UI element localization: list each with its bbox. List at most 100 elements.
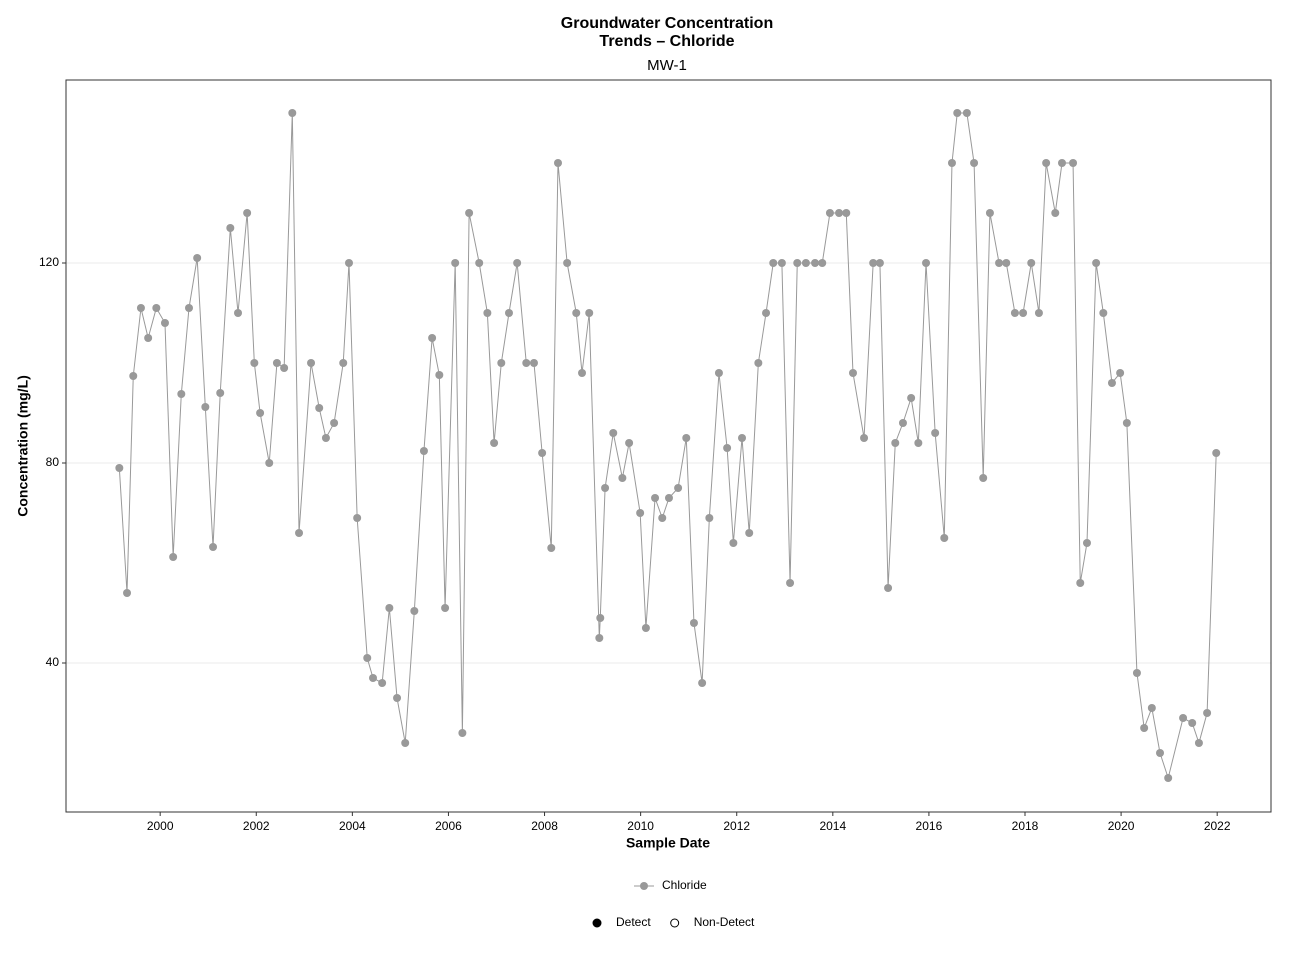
data-point: [321, 434, 330, 442]
data-point: [1002, 259, 1011, 267]
y-tick-label: 120: [39, 255, 59, 269]
data-point: [1212, 449, 1221, 457]
data-point: [947, 159, 956, 167]
data-point: [378, 679, 387, 687]
data-point: [786, 579, 795, 587]
data-point: [1019, 309, 1028, 317]
data-point: [1188, 719, 1197, 727]
data-point: [1147, 704, 1156, 712]
data-point: [825, 209, 834, 217]
data-point: [504, 309, 513, 317]
data-point: [636, 509, 645, 517]
data-point: [875, 259, 884, 267]
data-point: [754, 359, 763, 367]
legend-marker: [670, 918, 680, 928]
data-point: [538, 449, 547, 457]
data-point: [674, 484, 683, 492]
x-tick-label: 2014: [819, 819, 846, 833]
data-point: [295, 529, 304, 537]
data-point: [419, 447, 428, 455]
data-point: [272, 359, 281, 367]
data-point: [339, 359, 348, 367]
data-point: [234, 309, 243, 317]
data-point: [1140, 724, 1149, 732]
data-point: [664, 494, 673, 502]
x-tick-label: 2020: [1108, 819, 1135, 833]
data-point: [513, 259, 522, 267]
data-point: [860, 434, 869, 442]
data-point: [428, 334, 437, 342]
data-point: [1156, 749, 1165, 757]
data-point: [931, 429, 940, 437]
data-point: [307, 359, 316, 367]
data-point: [1116, 369, 1125, 377]
data-point: [601, 484, 610, 492]
data-point: [940, 534, 949, 542]
data-point: [522, 359, 531, 367]
data-point: [729, 539, 738, 547]
data-point: [596, 614, 605, 622]
x-tick-label: 2012: [723, 819, 750, 833]
data-point: [572, 309, 581, 317]
data-point: [553, 159, 562, 167]
data-point: [1107, 379, 1116, 387]
data-point: [618, 474, 627, 482]
data-point: [441, 604, 450, 612]
data-point: [762, 309, 771, 317]
data-point: [922, 259, 931, 267]
data-point: [226, 224, 235, 232]
legend-label: Chloride: [662, 878, 707, 892]
data-point: [1027, 259, 1036, 267]
data-point: [483, 309, 492, 317]
data-point: [891, 439, 900, 447]
data-point: [209, 543, 218, 551]
y-tick-label: 80: [46, 455, 60, 469]
chart-subtitle: MW-1: [647, 57, 687, 74]
data-point: [385, 604, 394, 612]
x-tick-label: 2006: [435, 819, 462, 833]
data-point: [884, 584, 893, 592]
data-point: [869, 259, 878, 267]
data-point: [265, 459, 274, 467]
data-point: [578, 369, 587, 377]
data-point: [714, 369, 723, 377]
data-point: [1051, 209, 1060, 217]
data-point: [595, 634, 604, 642]
data-point: [651, 494, 660, 502]
data-point: [216, 389, 225, 397]
data-point: [184, 304, 193, 312]
data-point: [1076, 579, 1085, 587]
data-point: [1034, 309, 1043, 317]
legend-marker: [640, 882, 648, 890]
data-point: [995, 259, 1004, 267]
data-point: [243, 209, 252, 217]
data-point: [1164, 774, 1173, 782]
data-point: [723, 444, 732, 452]
data-point: [585, 309, 594, 317]
data-point: [1179, 714, 1188, 722]
data-point: [563, 259, 572, 267]
data-point: [625, 439, 634, 447]
x-tick-label: 2022: [1204, 819, 1231, 833]
data-point: [979, 474, 988, 482]
data-point: [1057, 159, 1066, 167]
data-point: [363, 654, 372, 662]
data-point: [1042, 159, 1051, 167]
data-point: [169, 553, 178, 561]
data-point: [818, 259, 827, 267]
data-point: [698, 679, 707, 687]
data-point: [907, 394, 916, 402]
data-point: [330, 419, 339, 427]
legend-marker: [592, 918, 602, 928]
data-point: [401, 739, 410, 747]
data-point: [458, 729, 467, 737]
data-point: [641, 624, 650, 632]
data-point: [369, 674, 378, 682]
data-point: [835, 209, 844, 217]
x-tick-label: 2018: [1012, 819, 1039, 833]
data-point: [962, 109, 971, 117]
data-point: [465, 209, 474, 217]
data-point: [793, 259, 802, 267]
data-point: [280, 364, 289, 372]
